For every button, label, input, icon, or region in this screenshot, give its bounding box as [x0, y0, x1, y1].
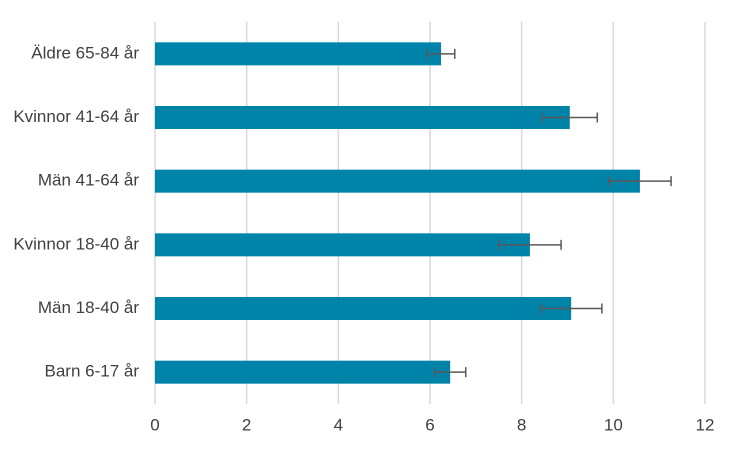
x-tick-label: 2: [242, 415, 251, 434]
y-tick-label: Kvinnor 18-40 år: [13, 234, 139, 253]
y-tick-label: Män 18-40 år: [38, 298, 139, 317]
x-tick-label: 12: [696, 415, 715, 434]
bar: [155, 360, 451, 384]
y-tick-label: Barn 6-17 år: [45, 362, 140, 381]
x-tick-label: 6: [425, 415, 434, 434]
y-tick-label: Kvinnor 41-64 år: [13, 107, 139, 126]
bar: [155, 233, 530, 257]
x-tick-label: 4: [334, 415, 343, 434]
bar: [155, 106, 570, 129]
x-tick-label: 8: [517, 415, 526, 434]
x-tick-label: 0: [150, 415, 159, 434]
bar: [155, 42, 441, 66]
x-tick-label: 10: [604, 415, 623, 434]
bar: [155, 169, 640, 193]
y-tick-label: Äldre 65-84 år: [31, 43, 139, 62]
bar: [155, 297, 572, 320]
y-tick-label: Män 41-64 år: [38, 171, 139, 190]
